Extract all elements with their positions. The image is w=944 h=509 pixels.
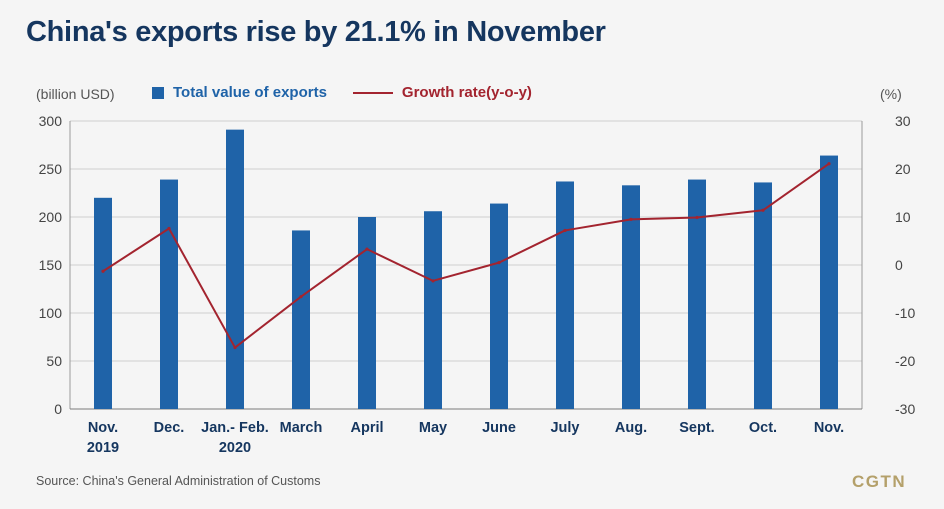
right-tick-label: 20 bbox=[895, 161, 911, 177]
legend-item-exports: Total value of exports bbox=[152, 84, 327, 101]
x-category-label: Nov. bbox=[88, 420, 118, 436]
right-tick-label: -10 bbox=[895, 305, 915, 321]
x-category-label: Sept. bbox=[679, 420, 714, 436]
left-tick-label: 150 bbox=[39, 257, 63, 273]
x-category-label: 2019 bbox=[87, 440, 119, 456]
export-bar bbox=[292, 230, 310, 409]
left-axis-unit: (billion USD) bbox=[36, 86, 115, 102]
growth-rate-line bbox=[102, 162, 830, 349]
legend-line-swatch bbox=[352, 91, 393, 94]
export-bar bbox=[226, 129, 244, 409]
left-tick-label: 300 bbox=[39, 113, 63, 129]
export-bar bbox=[820, 155, 838, 409]
chart-plot: 0 50 100 150 200 250 300 -30 -20 -10 0 10 20 30 Nov. 20… bbox=[39, 113, 916, 456]
right-tick-label: -30 bbox=[895, 401, 915, 417]
legend-label-growth: Growth rate(y-o-y) bbox=[401, 84, 532, 101]
export-bar bbox=[94, 197, 112, 409]
left-tick-label: 100 bbox=[39, 305, 63, 321]
export-bar bbox=[424, 211, 442, 409]
growth-rate-point bbox=[431, 279, 435, 283]
x-category-label: Jan.- Feb. bbox=[201, 420, 269, 436]
right-tick-label: -20 bbox=[895, 353, 915, 369]
x-category-label: July bbox=[550, 420, 579, 436]
export-bar bbox=[160, 179, 178, 409]
growth-rate-point bbox=[761, 208, 765, 212]
x-category-label: June bbox=[482, 420, 516, 436]
growth-rate-point bbox=[167, 226, 171, 231]
export-bar bbox=[754, 182, 772, 409]
source-note: Source: China's General Administration o… bbox=[36, 474, 321, 488]
right-tick-label: 30 bbox=[895, 113, 911, 129]
cgtn-logo: CGTN bbox=[852, 472, 907, 491]
right-tick-label: 0 bbox=[895, 257, 903, 273]
growth-rate-point bbox=[629, 217, 633, 221]
growth-rate-point bbox=[497, 261, 501, 265]
growth-rate-point bbox=[563, 228, 567, 233]
right-axis-unit: (%) bbox=[880, 86, 902, 102]
export-bar bbox=[622, 185, 640, 409]
x-category-label: March bbox=[280, 420, 323, 436]
legend-bar-swatch bbox=[152, 86, 164, 99]
x-category-label: Aug. bbox=[615, 420, 647, 436]
legend-item-growth: Growth rate(y-o-y) bbox=[352, 84, 532, 101]
left-tick-label: 0 bbox=[54, 401, 62, 417]
growth-rate-point bbox=[299, 295, 303, 299]
right-tick-label: 10 bbox=[895, 209, 911, 225]
growth-rate-point bbox=[101, 269, 105, 273]
left-tick-label: 50 bbox=[46, 353, 62, 369]
x-category-label: Dec. bbox=[154, 420, 185, 436]
x-category-label: Oct. bbox=[749, 420, 777, 436]
x-category-label: April bbox=[350, 420, 383, 436]
growth-rate-point bbox=[827, 162, 831, 166]
export-bar bbox=[358, 217, 376, 409]
x-category-label: May bbox=[419, 420, 447, 436]
growth-rate-point bbox=[695, 215, 699, 220]
left-tick-label: 200 bbox=[39, 209, 63, 225]
left-tick-label: 250 bbox=[39, 161, 63, 177]
export-bar bbox=[556, 181, 574, 409]
x-category-label: Nov. bbox=[814, 420, 844, 436]
x-category-label: 2020 bbox=[219, 440, 251, 456]
export-bar bbox=[688, 179, 706, 409]
legend: Total value of exports Growth rate(y-o-y… bbox=[152, 84, 558, 101]
growth-rate-point bbox=[365, 247, 369, 251]
legend-label-exports: Total value of exports bbox=[173, 84, 327, 101]
chart-title: China's exports rise by 21.1% in Novembe… bbox=[26, 16, 606, 48]
export-bar bbox=[490, 203, 508, 409]
growth-rate-point bbox=[233, 345, 237, 350]
